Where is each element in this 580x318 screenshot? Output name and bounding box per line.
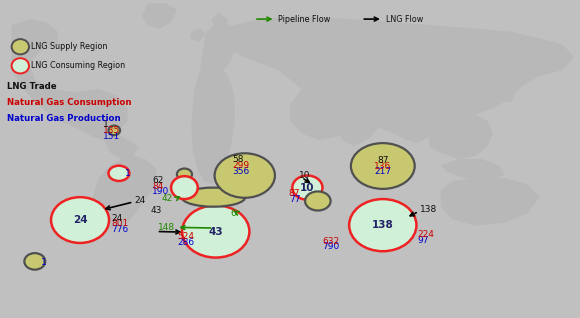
Text: 790: 790 (322, 242, 339, 251)
Text: 43: 43 (208, 226, 223, 237)
Text: LNG Flow: LNG Flow (386, 15, 423, 24)
Text: 1: 1 (103, 120, 109, 129)
Polygon shape (486, 92, 498, 105)
Text: 286: 286 (177, 238, 194, 247)
Text: 24: 24 (135, 196, 146, 205)
Text: 10: 10 (300, 183, 315, 193)
Text: 135: 135 (103, 126, 121, 135)
Text: 299: 299 (232, 161, 249, 170)
Text: 77: 77 (289, 195, 300, 204)
Text: 24: 24 (72, 215, 88, 225)
Polygon shape (502, 86, 515, 102)
Polygon shape (429, 114, 493, 159)
Polygon shape (441, 178, 539, 226)
Polygon shape (212, 13, 230, 38)
Polygon shape (206, 16, 574, 143)
Text: 10: 10 (299, 171, 310, 180)
Polygon shape (142, 3, 177, 29)
Text: 24: 24 (111, 214, 122, 223)
Ellipse shape (51, 197, 109, 243)
Text: 801: 801 (111, 219, 129, 228)
Ellipse shape (215, 153, 275, 198)
Polygon shape (12, 19, 128, 140)
Ellipse shape (177, 169, 192, 180)
Text: Natural Gas Production: Natural Gas Production (7, 114, 121, 123)
Text: 87: 87 (289, 190, 300, 198)
Ellipse shape (12, 39, 29, 54)
Text: 217: 217 (374, 167, 392, 176)
Ellipse shape (108, 166, 129, 181)
Text: 148: 148 (158, 223, 175, 232)
Polygon shape (441, 159, 505, 181)
Polygon shape (336, 105, 383, 146)
Ellipse shape (182, 205, 249, 258)
Text: 632: 632 (322, 237, 339, 245)
Text: 1: 1 (125, 169, 130, 178)
Text: 151: 151 (103, 132, 121, 141)
Text: 776: 776 (111, 225, 129, 234)
Text: 84: 84 (152, 182, 164, 190)
Ellipse shape (171, 176, 198, 199)
Text: 138: 138 (372, 220, 394, 230)
Text: LNG Trade: LNG Trade (7, 82, 57, 91)
Polygon shape (190, 29, 206, 41)
Text: 138: 138 (420, 205, 437, 214)
Text: 224: 224 (418, 230, 434, 239)
Ellipse shape (12, 58, 29, 73)
Ellipse shape (108, 126, 120, 135)
Polygon shape (290, 89, 348, 140)
Ellipse shape (292, 176, 322, 200)
Text: 87: 87 (377, 156, 389, 165)
Polygon shape (200, 25, 235, 86)
Polygon shape (93, 156, 157, 229)
Text: LNG Consuming Region: LNG Consuming Region (31, 61, 125, 70)
Polygon shape (104, 134, 139, 159)
Text: 136: 136 (374, 162, 392, 171)
Text: 6: 6 (231, 209, 237, 218)
Text: LNG Supply Region: LNG Supply Region (31, 42, 108, 51)
Text: 1: 1 (41, 258, 46, 267)
Text: 43: 43 (151, 206, 162, 215)
Ellipse shape (305, 191, 331, 211)
Text: 97: 97 (418, 236, 429, 245)
Ellipse shape (24, 253, 45, 270)
Polygon shape (191, 64, 235, 184)
Text: 524: 524 (177, 232, 194, 241)
Text: Natural Gas Consumption: Natural Gas Consumption (7, 98, 132, 107)
Text: Pipeline Flow: Pipeline Flow (278, 15, 331, 24)
Text: 356: 356 (232, 167, 249, 176)
Text: 62: 62 (152, 176, 164, 185)
Text: 58: 58 (232, 155, 244, 164)
Ellipse shape (182, 188, 245, 207)
Text: 190: 190 (152, 187, 169, 196)
Text: 42: 42 (161, 194, 172, 203)
Ellipse shape (351, 143, 415, 189)
Ellipse shape (349, 199, 416, 251)
